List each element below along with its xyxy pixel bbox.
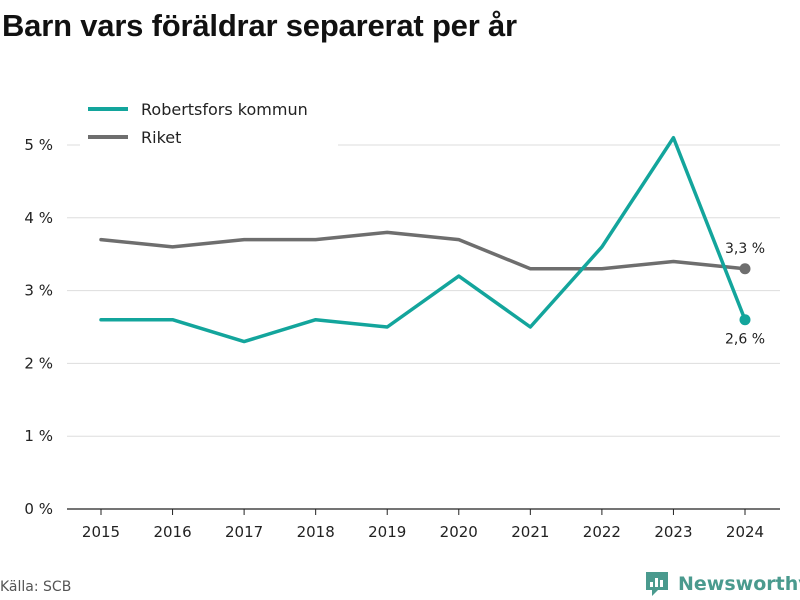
legend: Robertsfors kommun Riket [80,93,338,149]
newsworthy-logo-icon [646,572,668,596]
x-axis: 2015 2016 2017 2018 2019 2020 2021 2022 2023 2024 [67,508,780,541]
legend-background [80,93,338,149]
series-lines: 3,3 % 2,6 % [99,135,765,348]
x-tick-label: 2017 [225,523,263,541]
y-axis-ticks: 0 % 1 % 2 % 3 % 4 % 5 % [24,136,53,518]
y-tick-label: 2 % [24,354,53,372]
y-tick-label: 5 % [24,136,53,154]
end-label-riket: 3,3 % [725,241,765,257]
end-point-riket [739,263,751,275]
x-tick-label: 2016 [153,523,191,541]
y-tick-label: 4 % [24,209,53,227]
y-tick-label: 1 % [24,427,53,445]
gridlines [67,144,780,437]
series-line-kommun [99,135,747,344]
x-tick-label: 2021 [511,523,549,541]
x-tick-label: 2023 [654,523,692,541]
y-tick-label: 3 % [24,282,53,300]
end-point-kommun [739,314,751,326]
x-tick-label: 2022 [583,523,621,541]
newsworthy-logo: Newsworthy [644,570,800,598]
x-tick-label: 2024 [726,523,764,541]
x-tick-label: 2015 [82,523,120,541]
legend-label-riket: Riket [141,128,181,147]
end-label-kommun: 2,6 % [725,332,765,348]
y-tick-label: 0 % [24,500,53,518]
x-tick-label: 2019 [368,523,406,541]
brand-name: Newsworthy [678,573,800,595]
series-line-riket [99,230,747,271]
x-tick-label: 2018 [297,523,335,541]
chart-title: Barn vars föräldrar separerat per år [2,8,517,43]
legend-label-kommun: Robertsfors kommun [141,100,308,119]
x-tick-label: 2020 [440,523,478,541]
source-note: Källa: SCB [0,579,72,595]
